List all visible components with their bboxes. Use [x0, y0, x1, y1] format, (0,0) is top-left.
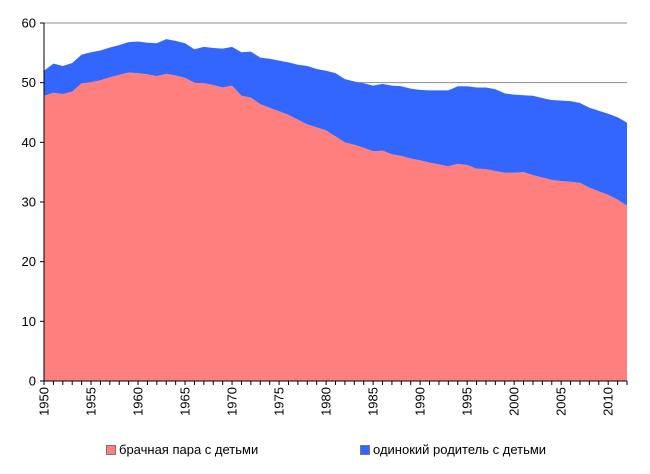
area-series-1	[44, 39, 627, 206]
x-tick-label-1955: 1955	[84, 387, 99, 416]
y-tick-label-30: 30	[22, 195, 36, 210]
y-tick-label-50: 50	[22, 75, 36, 90]
y-tick-label-10: 10	[22, 314, 36, 329]
x-tick-label-2010: 2010	[601, 387, 616, 416]
x-tick-label-2000: 2000	[507, 387, 522, 416]
y-tick-label-0: 0	[29, 374, 36, 389]
plot-areas	[44, 39, 627, 382]
legend-swatch-single	[360, 444, 370, 455]
legend-swatch-married	[106, 444, 116, 455]
x-tick-label-1975: 1975	[272, 387, 287, 416]
x-tick-labels: 1950 1955 1960 1965 1970 1975 1980 1985 1990 1995…	[37, 387, 616, 416]
x-tick-label-1980: 1980	[319, 387, 334, 416]
y-tick-label-60: 60	[22, 16, 36, 31]
x-tick-label-1950: 1950	[37, 387, 52, 416]
y-tick-label-40: 40	[22, 135, 36, 150]
x-tick-label-1985: 1985	[366, 387, 381, 416]
y-tick-labels: 0 10 20 30 40 50 60	[22, 16, 36, 389]
legend: брачная пара с детьми одинокий родитель …	[0, 442, 650, 462]
area-series-0	[44, 72, 627, 382]
x-tick-label-1970: 1970	[225, 387, 240, 416]
y-tick-label-20: 20	[22, 254, 36, 269]
legend-label-single: одинокий родитель с детьми	[373, 442, 547, 457]
legend-label-married: брачная пара с детьми	[119, 442, 259, 457]
legend-item-single: одинокий родитель с детьми	[360, 442, 546, 457]
axes	[40, 22, 628, 385]
x-tick-label-1990: 1990	[413, 387, 428, 416]
x-tick-label-1965: 1965	[178, 387, 193, 416]
x-tick-label-2005: 2005	[554, 387, 569, 416]
x-tick-label-1960: 1960	[131, 387, 146, 416]
x-tick-label-1995: 1995	[460, 387, 475, 416]
legend-item-married: брачная пара с детьми	[106, 442, 258, 457]
